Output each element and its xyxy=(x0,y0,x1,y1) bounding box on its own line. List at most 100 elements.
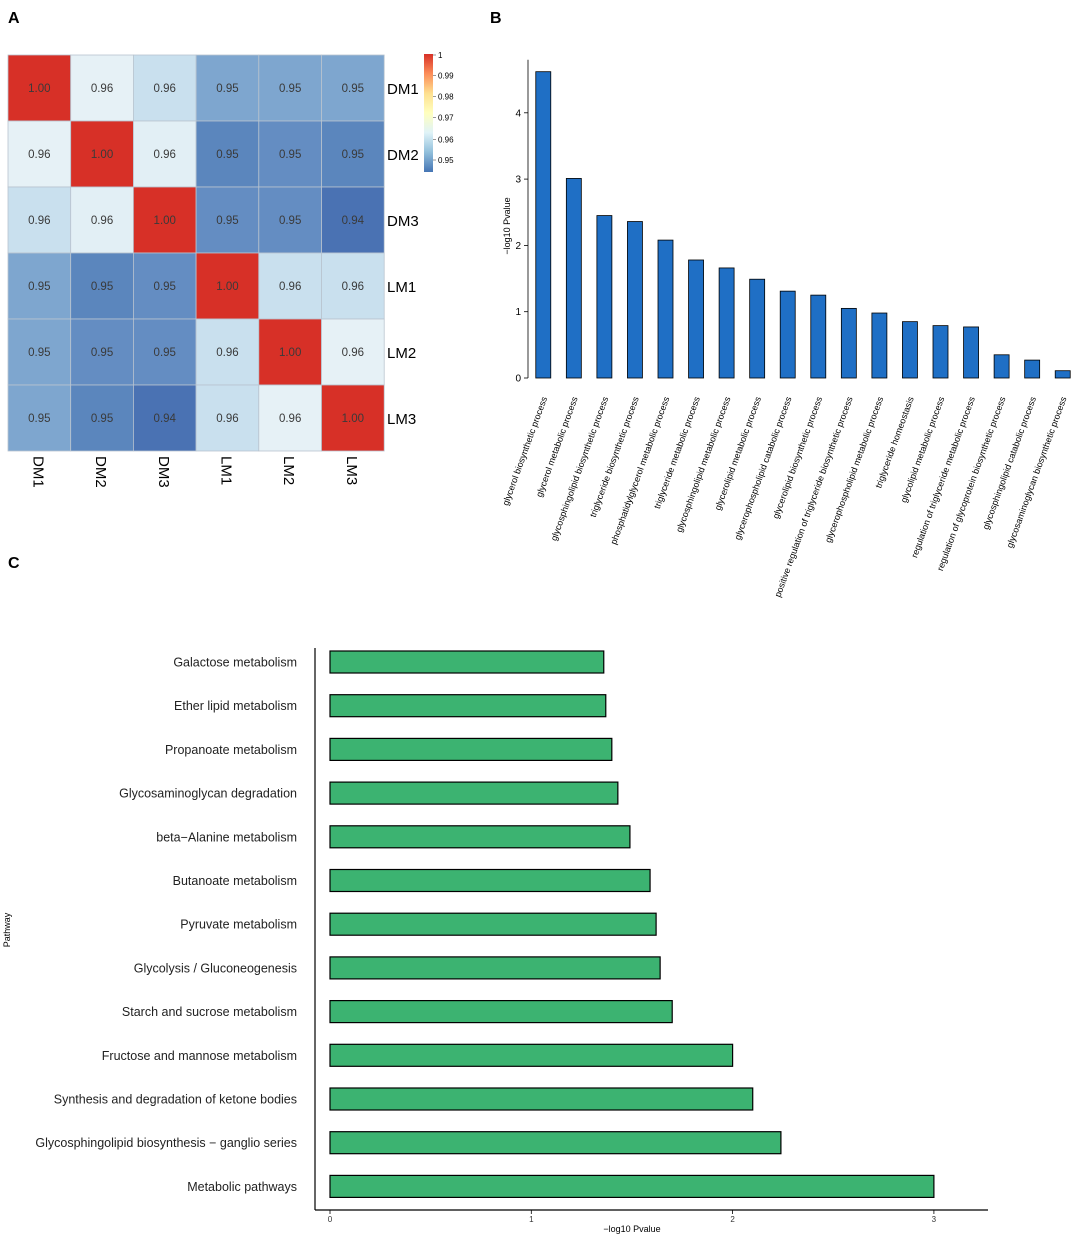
colorbar-tick-label: 0.97 xyxy=(438,114,454,123)
x-tick-label: phosphatidylglycerol metabolic process xyxy=(608,395,671,546)
x-tick-label: regulation of triglyceride metabolic pro… xyxy=(909,395,977,559)
y-tick-label: 0 xyxy=(515,374,521,385)
heatmap-cell xyxy=(70,318,134,386)
heatmap-row-label: LM3 xyxy=(387,411,416,428)
heatmap-col-label: DM2 xyxy=(92,456,109,488)
bar xyxy=(329,1131,782,1155)
y-tick-label: Propanoate metabolism xyxy=(165,743,297,757)
heatmap-cell xyxy=(70,384,134,452)
heatmap-cell xyxy=(132,384,197,452)
bar xyxy=(329,1043,734,1067)
x-tick-label: 2 xyxy=(730,1215,735,1224)
heatmap-cell xyxy=(70,186,134,254)
heatmap-cell xyxy=(7,186,72,254)
y-tick-label: Fructose and mannose metabolism xyxy=(102,1049,297,1063)
panel-label-c: C xyxy=(8,555,20,572)
heatmap-cell-value: 0.95 xyxy=(154,281,176,293)
x-tick-label: glycosaminoglycan biosynthetic process xyxy=(1004,395,1068,549)
heatmap-cell-value: 0.95 xyxy=(342,83,364,95)
heatmap-cell-value: 0.96 xyxy=(279,281,301,293)
heatmap-cell-value: 0.95 xyxy=(216,215,238,227)
panel-label-b: B xyxy=(490,10,502,27)
heatmap-row-label: DM1 xyxy=(387,81,419,98)
bar xyxy=(657,239,674,379)
heatmap-cell-value: 0.96 xyxy=(28,149,50,161)
heatmap-cell xyxy=(258,318,322,386)
heatmap-cell-value: 0.94 xyxy=(154,413,177,425)
heatmap-cell xyxy=(195,318,260,386)
bar xyxy=(779,290,796,379)
colorbar-tick-label: 1 xyxy=(438,51,443,60)
heatmap-cell-value: 0.96 xyxy=(342,347,364,359)
heatmap-col-label: DM1 xyxy=(29,456,46,488)
panel-label-a: A xyxy=(8,10,20,27)
y-tick-label: Butanoate metabolism xyxy=(173,874,297,888)
bar xyxy=(329,999,673,1024)
heatmap-col-label: DM3 xyxy=(155,456,172,488)
heatmap-cell xyxy=(321,384,385,452)
heatmap-cell-value: 0.96 xyxy=(91,83,113,95)
heatmap-cell-value: 0.96 xyxy=(216,347,238,359)
heatmap-cell-value: 1.00 xyxy=(154,215,176,227)
heatmap-cell-value: 0.95 xyxy=(28,413,50,425)
bar xyxy=(329,825,631,849)
heatmap-col-label: LM3 xyxy=(343,456,360,485)
bar xyxy=(329,737,613,762)
heatmap-cell xyxy=(195,384,260,452)
heatmap-cell xyxy=(321,186,385,254)
y-tick-label: Synthesis and degradation of ketone bodi… xyxy=(54,1093,297,1107)
heatmap-cell xyxy=(7,318,72,386)
y-axis-title: Pathway xyxy=(2,912,12,947)
pathway-bar-chart: Galactose metabolism Ether lipid metaboli… xyxy=(2,648,988,1234)
colorbar-tick-label: 0.98 xyxy=(438,93,454,102)
bar xyxy=(329,868,651,893)
heatmap-cell xyxy=(321,252,385,320)
heatmap-cell-value: 1.00 xyxy=(279,347,301,359)
heatmap-cell-value: 0.95 xyxy=(279,215,301,227)
y-tick-label: Galactose metabolism xyxy=(173,656,297,670)
colorbar-tick-label: 0.99 xyxy=(438,72,454,81)
heatmap-cell-value: 1.00 xyxy=(28,83,50,95)
bar xyxy=(596,215,613,379)
heatmap-cell-value: 0.96 xyxy=(279,413,301,425)
heatmap-cell-value: 1.00 xyxy=(216,281,238,293)
heatmap-cell xyxy=(132,318,197,386)
heatmap-cell-value: 0.96 xyxy=(91,215,113,227)
y-tick-label: 1 xyxy=(515,307,521,318)
heatmap-cell-value: 0.96 xyxy=(342,281,364,293)
y-tick-label: Glycosphingolipid biosynthesis − ganglio… xyxy=(35,1136,297,1150)
x-tick-label: 0 xyxy=(328,1215,333,1224)
x-tick-label: 3 xyxy=(932,1215,937,1224)
heatmap-cell-value: 0.95 xyxy=(216,149,238,161)
bar xyxy=(902,321,918,379)
y-tick-label: 2 xyxy=(515,241,521,252)
y-tick-label: Glycosaminoglycan degradation xyxy=(119,787,297,801)
y-tick-label: Pyruvate metabolism xyxy=(180,918,297,932)
x-tick-label: 1 xyxy=(529,1215,534,1224)
heatmap-cell-value: 0.95 xyxy=(91,347,113,359)
heatmap-cell xyxy=(321,120,385,188)
heatmap-col-label: LM1 xyxy=(217,456,234,485)
x-tick-label: glycerophospholipid metabolic process xyxy=(823,395,885,544)
heatmap-cell-value: 0.94 xyxy=(342,215,365,227)
bar xyxy=(993,354,1010,379)
y-axis-title: −log10 Pvalue xyxy=(502,197,512,254)
bar xyxy=(749,278,766,379)
heatmap-cell-value: 0.96 xyxy=(154,149,176,161)
y-tick-label: Metabolic pathways xyxy=(187,1180,297,1194)
heatmap-cell-value: 0.96 xyxy=(216,413,238,425)
bar xyxy=(329,1087,754,1111)
bar xyxy=(329,912,657,936)
heatmap-cell-value: 0.95 xyxy=(216,83,238,95)
heatmap-cell xyxy=(195,252,260,320)
bar xyxy=(329,956,661,980)
bar xyxy=(810,294,827,379)
bar xyxy=(718,267,735,379)
heatmap-cell xyxy=(258,120,322,188)
x-tick-label: glycosphingolipid metabolic process xyxy=(674,395,733,534)
x-tick-label: glycosphingolipid catabolic process xyxy=(981,395,1039,531)
heatmap-cell xyxy=(132,186,197,254)
bar xyxy=(329,694,607,718)
heatmap-cell xyxy=(258,384,322,452)
